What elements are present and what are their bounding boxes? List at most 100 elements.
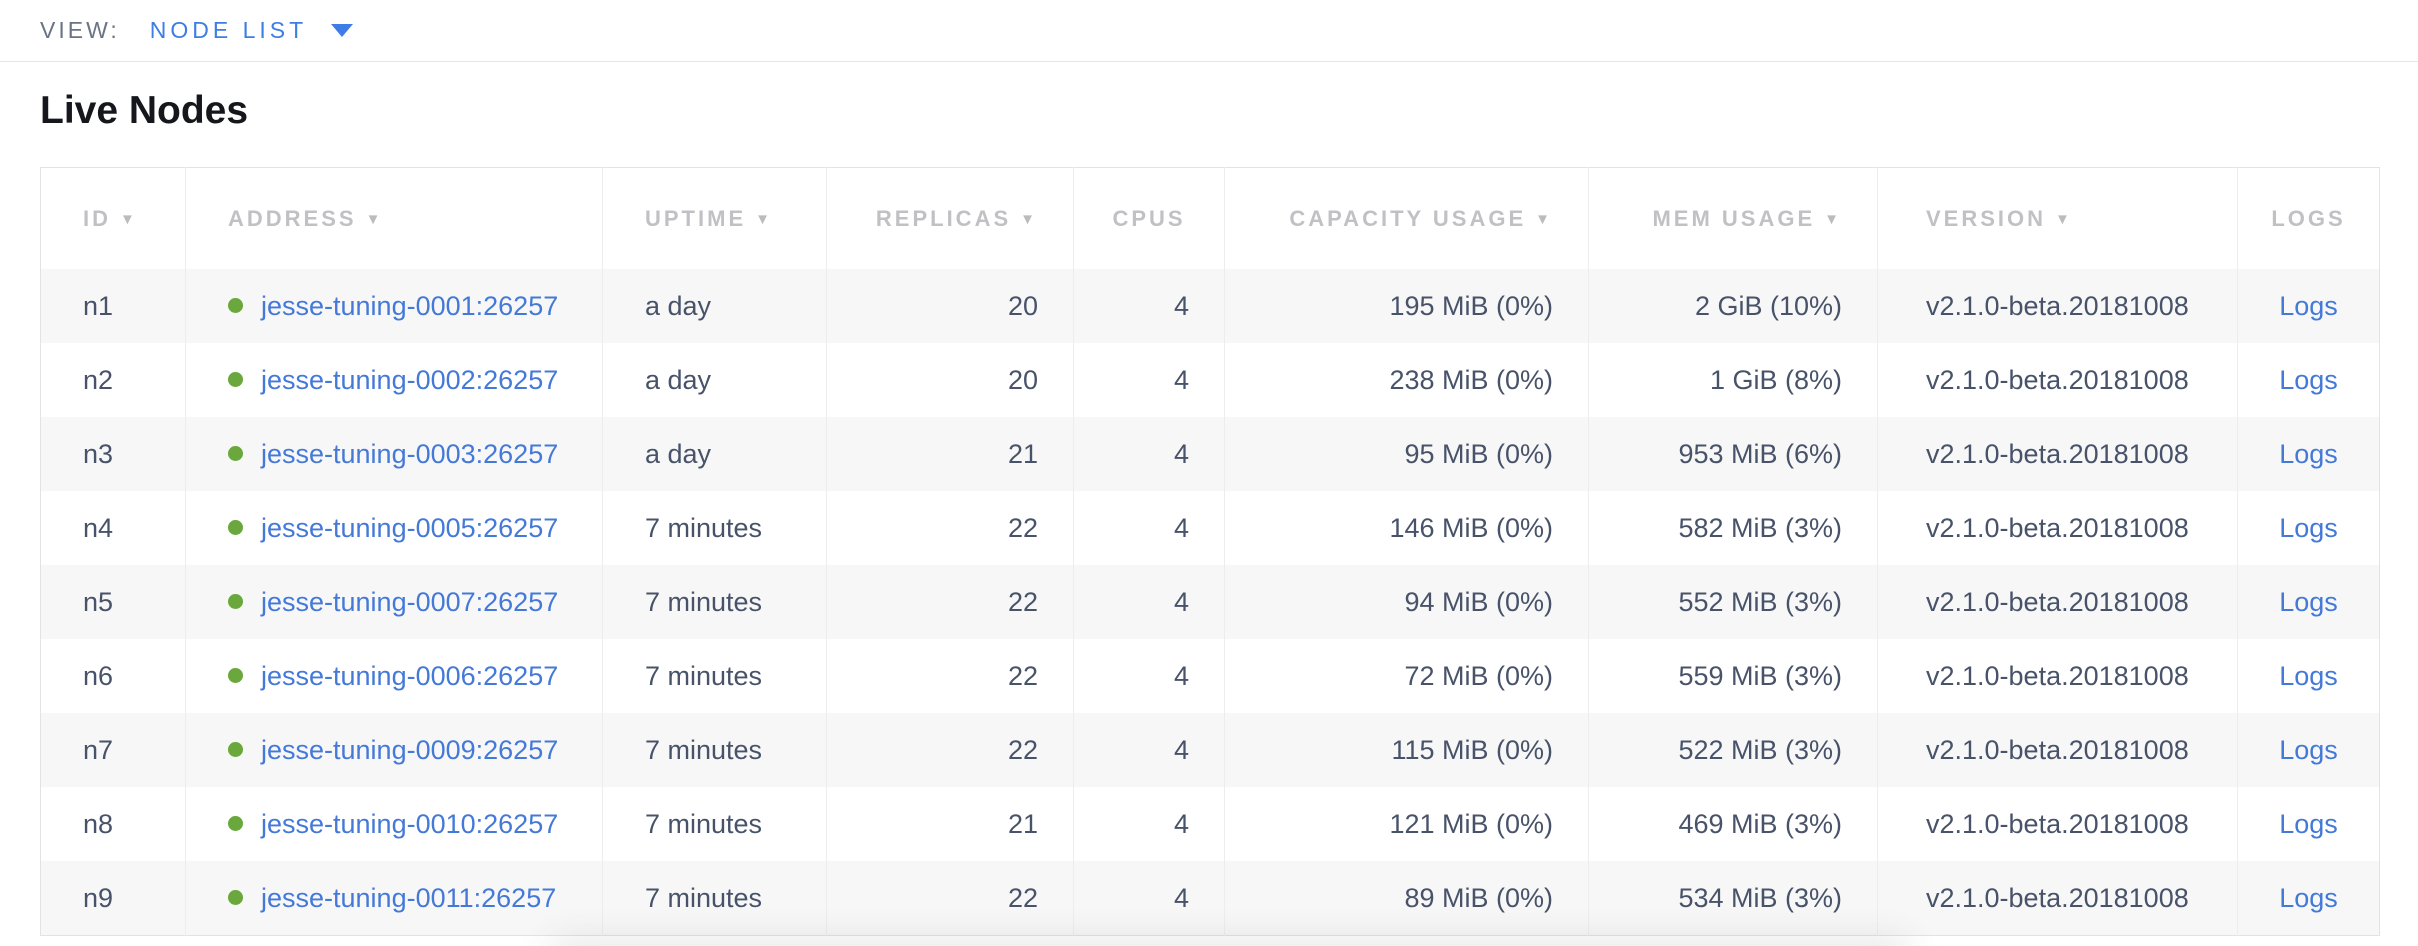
cell-id: n9	[40, 861, 186, 936]
column-label: VERSION	[1926, 205, 2047, 231]
node-live-status-icon	[228, 889, 243, 905]
node-live-status-icon	[228, 445, 243, 461]
cell-id: n5	[40, 565, 186, 639]
cell-capacity: 72 MiB (0%)	[1224, 639, 1589, 713]
view-selector-dropdown[interactable]: NODE LIST	[149, 17, 354, 44]
column-label: CAPACITY USAGE	[1289, 205, 1527, 231]
cell-uptime: a day	[602, 343, 827, 417]
cell-capacity: 95 MiB (0%)	[1224, 417, 1589, 491]
column-header-version[interactable]: VERSION ▼	[1877, 167, 2238, 269]
node-live-status-icon	[228, 297, 243, 313]
column-header-replicas[interactable]: REPLICAS ▼	[826, 167, 1074, 269]
cell-replicas: 22	[826, 565, 1074, 639]
cell-uptime: 7 minutes	[602, 861, 827, 936]
cell-address: jesse-tuning-0001:26257	[185, 269, 603, 343]
node-address-link[interactable]: jesse-tuning-0009:26257	[261, 734, 559, 765]
cell-capacity: 238 MiB (0%)	[1224, 343, 1589, 417]
cell-cpus: 4	[1073, 343, 1225, 417]
cell-version: v2.1.0-beta.20181008	[1877, 639, 2238, 713]
node-live-status-icon	[228, 371, 243, 387]
node-address-link[interactable]: jesse-tuning-0003:26257	[261, 438, 559, 469]
column-header-id[interactable]: ID ▼	[40, 167, 186, 269]
cell-replicas: 22	[826, 861, 1074, 936]
cell-id: n1	[40, 269, 186, 343]
cell-address: jesse-tuning-0007:26257	[185, 565, 603, 639]
column-label: CPUS	[1112, 205, 1186, 231]
view-bar: VIEW: NODE LIST	[0, 0, 2418, 62]
cell-mem: 552 MiB (3%)	[1588, 565, 1878, 639]
cell-id: n4	[40, 491, 186, 565]
node-live-status-icon	[228, 741, 243, 757]
cell-capacity: 146 MiB (0%)	[1224, 491, 1589, 565]
column-label: LOGS	[2271, 205, 2346, 231]
caret-down-icon	[331, 24, 354, 37]
cell-address: jesse-tuning-0002:26257	[185, 343, 603, 417]
cell-cpus: 4	[1073, 639, 1225, 713]
cell-id: n7	[40, 713, 186, 787]
node-address-link[interactable]: jesse-tuning-0005:26257	[261, 512, 559, 543]
column-header-uptime[interactable]: UPTIME ▼	[602, 167, 827, 269]
cell-logs: Logs	[2238, 343, 2380, 417]
cell-id: n8	[40, 787, 186, 861]
cell-logs: Logs	[2238, 713, 2380, 787]
cell-address: jesse-tuning-0011:26257	[185, 861, 603, 936]
table-row: n5 jesse-tuning-0007:26257 7 minutes 22 4 94 …	[40, 565, 2380, 639]
node-logs-link[interactable]: Logs	[2279, 882, 2338, 913]
table-header: ID ▼ ADDRESS ▼ UPTIME ▼ REPLICAS ▼ CPUS CAPACITY …	[40, 167, 2380, 269]
column-header-address[interactable]: ADDRESS ▼	[185, 167, 603, 269]
cell-address: jesse-tuning-0005:26257	[185, 491, 603, 565]
cell-version: v2.1.0-beta.20181008	[1877, 787, 2238, 861]
node-logs-link[interactable]: Logs	[2279, 290, 2338, 321]
sort-desc-icon: ▼	[1824, 210, 1842, 228]
cell-address: jesse-tuning-0010:26257	[185, 787, 603, 861]
table-row: n7 jesse-tuning-0009:26257 7 minutes 22 4 115…	[40, 713, 2380, 787]
cell-address: jesse-tuning-0003:26257	[185, 417, 603, 491]
cell-version: v2.1.0-beta.20181008	[1877, 343, 2238, 417]
node-logs-link[interactable]: Logs	[2279, 660, 2338, 691]
node-logs-link[interactable]: Logs	[2279, 586, 2338, 617]
cell-logs: Logs	[2238, 417, 2380, 491]
node-address-link[interactable]: jesse-tuning-0006:26257	[261, 660, 559, 691]
node-logs-link[interactable]: Logs	[2279, 512, 2338, 543]
node-logs-link[interactable]: Logs	[2279, 808, 2338, 839]
table-row: n8 jesse-tuning-0010:26257 7 minutes 21 4 121…	[40, 787, 2380, 861]
cell-mem: 559 MiB (3%)	[1588, 639, 1878, 713]
node-address-link[interactable]: jesse-tuning-0001:26257	[261, 290, 559, 321]
cell-logs: Logs	[2238, 639, 2380, 713]
cell-cpus: 4	[1073, 861, 1225, 936]
node-address-link[interactable]: jesse-tuning-0007:26257	[261, 586, 559, 617]
view-selected-value: NODE LIST	[149, 17, 308, 43]
header-row: ID ▼ ADDRESS ▼ UPTIME ▼ REPLICAS ▼ CPUS CAPACITY …	[40, 167, 2380, 269]
cell-logs: Logs	[2238, 787, 2380, 861]
table-row: n2 jesse-tuning-0002:26257 a day 20 4 238 MiB…	[40, 343, 2380, 417]
column-header-cpus: CPUS	[1073, 167, 1225, 269]
column-label: UPTIME	[645, 205, 747, 231]
live-nodes-table: ID ▼ ADDRESS ▼ UPTIME ▼ REPLICAS ▼ CPUS CAPACITY …	[40, 167, 2380, 936]
cell-capacity: 94 MiB (0%)	[1224, 565, 1589, 639]
node-logs-link[interactable]: Logs	[2279, 364, 2338, 395]
node-address-link[interactable]: jesse-tuning-0010:26257	[261, 808, 559, 839]
cell-id: n6	[40, 639, 186, 713]
cell-uptime: a day	[602, 417, 827, 491]
node-logs-link[interactable]: Logs	[2279, 438, 2338, 469]
node-live-status-icon	[228, 519, 243, 535]
cell-uptime: 7 minutes	[602, 713, 827, 787]
column-header-capacity[interactable]: CAPACITY USAGE ▼	[1224, 167, 1589, 269]
cell-mem: 522 MiB (3%)	[1588, 713, 1878, 787]
node-logs-link[interactable]: Logs	[2279, 734, 2338, 765]
node-address-link[interactable]: jesse-tuning-0002:26257	[261, 364, 559, 395]
cell-replicas: 21	[826, 417, 1074, 491]
cell-mem: 2 GiB (10%)	[1588, 269, 1878, 343]
table-row: n4 jesse-tuning-0005:26257 7 minutes 22 4 146…	[40, 491, 2380, 565]
cell-logs: Logs	[2238, 861, 2380, 936]
node-address-link[interactable]: jesse-tuning-0011:26257	[261, 882, 557, 913]
cell-version: v2.1.0-beta.20181008	[1877, 861, 2238, 936]
cell-capacity: 89 MiB (0%)	[1224, 861, 1589, 936]
cell-replicas: 22	[826, 639, 1074, 713]
cell-cpus: 4	[1073, 565, 1225, 639]
node-live-status-icon	[228, 593, 243, 609]
table-body: n1 jesse-tuning-0001:26257 a day 20 4 195 MiB…	[40, 269, 2380, 936]
sort-desc-icon: ▼	[1535, 210, 1553, 228]
cell-logs: Logs	[2238, 491, 2380, 565]
column-header-mem[interactable]: MEM USAGE ▼	[1588, 167, 1878, 269]
